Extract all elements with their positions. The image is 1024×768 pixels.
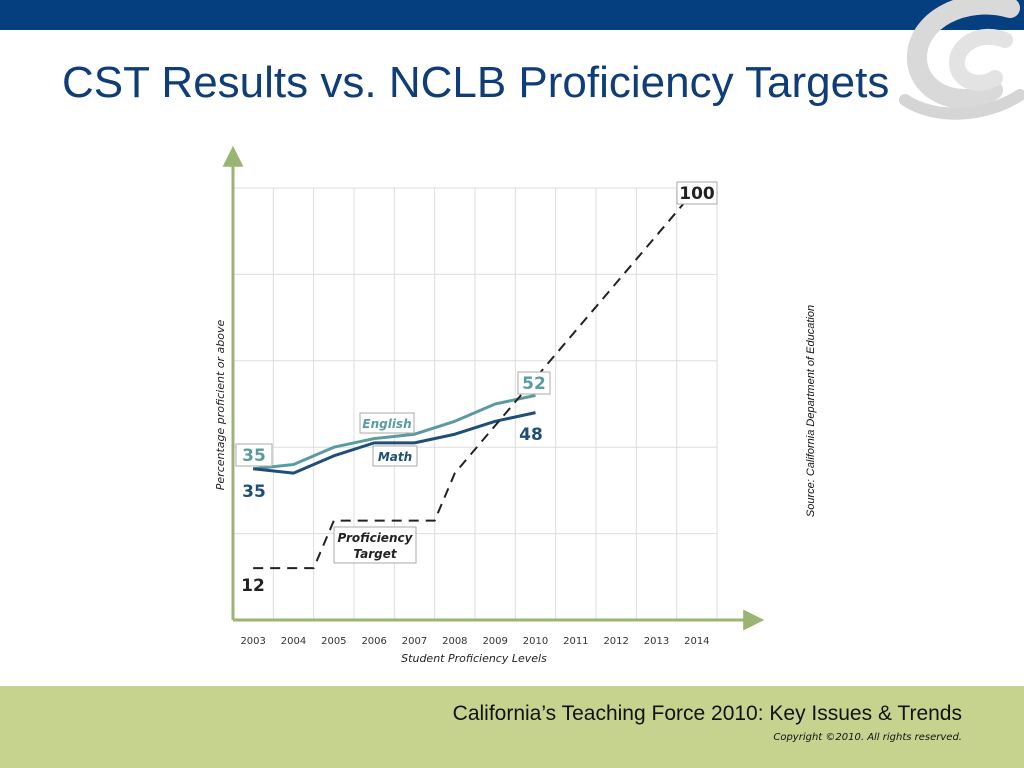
x-tick-label: 2005 (321, 636, 346, 647)
top-banner (0, 0, 1024, 30)
x-tick-label: 2011 (563, 636, 588, 647)
x-tick-label: 2004 (281, 636, 306, 647)
legend-math-label: Math (378, 450, 412, 464)
legend-proficiency-target: Proficiency Target (333, 526, 417, 564)
math-end-value: 48 (519, 425, 543, 445)
x-tick-label: 2008 (442, 636, 467, 647)
source-note: Source: California Department of Educati… (805, 304, 817, 518)
x-tick-label: 2014 (684, 636, 709, 647)
x-axis-title: Student Proficiency Levels (401, 652, 547, 665)
series-line-proficiency-target (253, 187, 698, 570)
english-end-label-box (517, 371, 551, 395)
english-end-value: 52 (522, 374, 546, 394)
swirl-logo-icon (899, 0, 1024, 120)
legend-target-line2: Target (353, 547, 398, 561)
footer-band: California’s Teaching Force 2010: Key Is… (0, 686, 1024, 768)
chart-grid (232, 187, 718, 621)
chart-axes (222, 145, 765, 631)
target-end-value: 100 (679, 184, 715, 204)
footer-title: California’s Teaching Force 2010: Key Is… (452, 702, 962, 725)
line-chart: 2003 2004 2005 2006 2007 2008 2009 2010 2011 2012… (214, 145, 765, 665)
math-start-value: 35 (242, 482, 266, 502)
legend-math: Math (372, 445, 418, 467)
x-tick-label: 2010 (523, 636, 548, 647)
x-tick-label: 2007 (402, 636, 427, 647)
x-tick-label: 2003 (240, 636, 265, 647)
legend-english-label: English (362, 417, 411, 431)
target-end-label-box (676, 181, 718, 205)
x-tick-label: 2006 (361, 636, 386, 647)
chart-series (253, 187, 698, 570)
legend-target-line1: Proficiency (338, 531, 414, 545)
x-tick-labels: 2003 2004 2005 2006 2007 2008 2009 2010 2011 2012… (240, 636, 709, 647)
series-line-math (253, 411, 536, 475)
x-tick-label: 2012 (603, 636, 628, 647)
x-tick-label: 2013 (644, 636, 669, 647)
y-axis-title: Percentage proficient or above (214, 320, 227, 491)
english-start-value: 35 (242, 446, 266, 466)
x-tick-label: 2009 (482, 636, 507, 647)
legend-english: English (359, 412, 415, 434)
english-start-label-box (235, 443, 273, 467)
series-line-english (253, 393, 536, 471)
slide-title: CST Results vs. NCLB Proficiency Targets (62, 58, 890, 107)
target-start-value: 12 (241, 576, 265, 596)
copyright-text: Copyright ©2010. All rights reserved. (773, 732, 962, 743)
